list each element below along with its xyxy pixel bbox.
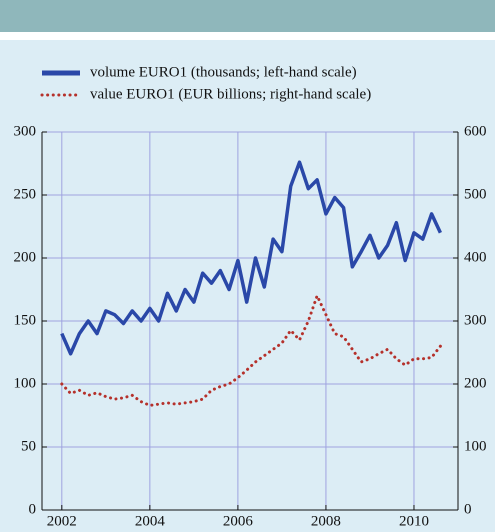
y2-tick-label: 400 xyxy=(464,249,487,265)
y-tick-label: 100 xyxy=(14,375,37,391)
y2-tick-label: 0 xyxy=(464,501,472,517)
y2-tick-label: 100 xyxy=(464,438,487,454)
y2-tick-label: 300 xyxy=(464,312,487,328)
legend-label: volume EURO1 (thousands; left-hand scale… xyxy=(90,64,357,80)
x-tick-label: 2004 xyxy=(135,513,166,529)
legend-label: value EURO1 (EUR billions; right-hand sc… xyxy=(90,86,371,102)
y2-tick-label: 200 xyxy=(464,375,487,391)
x-tick-label: 2006 xyxy=(223,513,254,529)
y-tick-label: 300 xyxy=(14,123,37,139)
y-tick-label: 200 xyxy=(14,249,37,265)
x-tick-label: 2002 xyxy=(47,513,77,529)
series-line xyxy=(60,160,442,356)
y-tick-label: 250 xyxy=(14,186,37,202)
header-bar xyxy=(0,0,495,32)
y2-tick-label: 600 xyxy=(464,123,487,139)
y-tick-label: 50 xyxy=(21,438,36,454)
x-tick-label: 2008 xyxy=(311,513,341,529)
chart-panel xyxy=(0,40,495,532)
series-line xyxy=(60,291,442,407)
x-tick-label: 2010 xyxy=(399,513,429,529)
y-tick-label: 150 xyxy=(14,312,37,328)
y-tick-label: 0 xyxy=(29,501,37,517)
y2-tick-label: 500 xyxy=(464,186,487,202)
